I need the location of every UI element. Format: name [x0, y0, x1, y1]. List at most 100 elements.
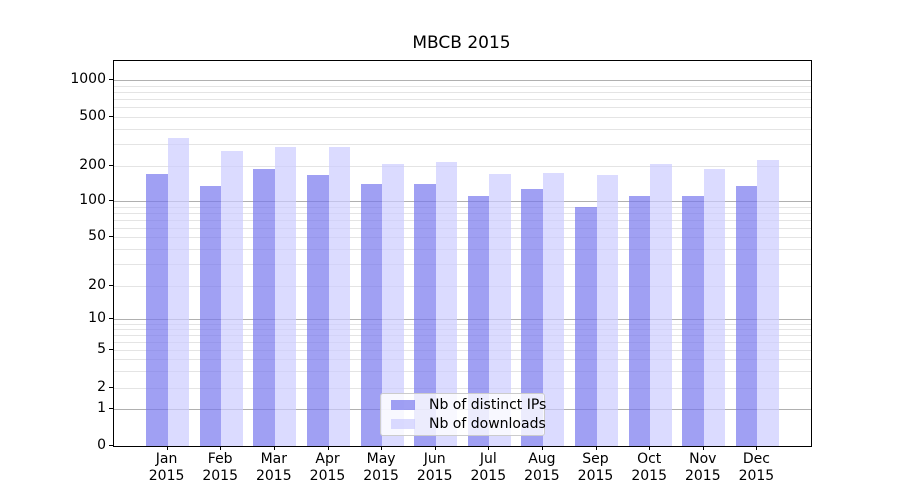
- y-tick-label-10: 10: [88, 310, 106, 326]
- x-tick-label-aug: Aug 2015: [510, 451, 574, 485]
- x-tick-month: Apr: [315, 451, 340, 467]
- x-tick-mark: [381, 446, 383, 450]
- x-tick-mark: [702, 446, 704, 450]
- y-tick-label-200: 200: [79, 157, 106, 173]
- y-tick-mark: [109, 200, 113, 201]
- bar-oct-downloads: [650, 164, 672, 446]
- gridline-y-100: [114, 201, 811, 202]
- y-tick-mark: [109, 236, 113, 237]
- gridline-y-2: [114, 388, 811, 389]
- x-tick-mark: [220, 446, 222, 450]
- gridline-y-60: [114, 227, 811, 229]
- gridline-y-3: [114, 371, 811, 373]
- bar-may-distinct-ips: [360, 183, 383, 446]
- gridline-y-20: [114, 286, 811, 287]
- x-tick-year: 2015: [309, 468, 346, 484]
- y-tick-mark: [109, 165, 113, 166]
- x-tick-month: Oct: [637, 451, 662, 467]
- bar-jun-distinct-ips: [414, 184, 436, 446]
- bar-apr-downloads: [328, 146, 350, 446]
- x-tick-month: Jun: [423, 451, 446, 467]
- bar-jul-distinct-ips: [467, 195, 490, 446]
- x-tick-label-mar: Mar 2015: [242, 451, 306, 485]
- x-tick-label-sep: Sep 2015: [564, 451, 628, 485]
- bar-dec-distinct-ips: [735, 185, 758, 446]
- gridline-y-600: [114, 107, 811, 109]
- x-tick-label-oct: Oct 2015: [617, 451, 681, 485]
- bar-jun-downloads: [435, 161, 458, 446]
- x-tick-mark: [327, 446, 329, 450]
- x-tick-mark: [595, 446, 597, 450]
- y-tick-label-20: 20: [88, 277, 106, 293]
- x-tick-label-jul: Jul 2015: [456, 451, 520, 485]
- x-tick-month: May: [366, 451, 396, 467]
- gridline-y-5: [114, 350, 811, 351]
- y-tick-mark: [109, 349, 113, 350]
- gridline-y-200: [114, 166, 811, 167]
- gridline-y-4: [114, 359, 811, 361]
- x-tick-year: 2015: [416, 468, 453, 484]
- x-tick-label-jun: Jun 2015: [403, 451, 467, 485]
- x-tick-label-jan: Jan 2015: [135, 451, 199, 485]
- gridline-y-30: [114, 264, 811, 266]
- y-tick-label-2: 2: [97, 379, 106, 395]
- y-tick-mark: [109, 445, 113, 446]
- bar-apr-distinct-ips: [307, 175, 329, 446]
- bar-sep-downloads: [596, 174, 618, 446]
- bar-jan-distinct-ips: [146, 173, 168, 446]
- legend-swatch-icon: [391, 400, 415, 410]
- plot-area: Nb of distinct IPs Nb of downloads: [113, 60, 812, 447]
- gridline-y-9: [114, 323, 811, 325]
- gridline-y-70: [114, 219, 811, 221]
- y-tick-label-0: 0: [97, 437, 106, 453]
- gridline-y-700: [114, 99, 811, 100]
- x-tick-month: Nov: [689, 451, 717, 467]
- x-tick-mark: [273, 446, 275, 450]
- x-tick-year: 2015: [148, 468, 185, 484]
- x-tick-mark: [434, 446, 436, 450]
- bar-may-downloads: [382, 164, 404, 446]
- legend-label: Nb of downloads: [429, 416, 546, 432]
- legend-item: Nb of distinct IPs: [389, 397, 546, 413]
- gridline-y-50: [114, 237, 811, 238]
- legend-swatch-icon: [391, 419, 415, 429]
- y-tick-label-50: 50: [88, 228, 106, 244]
- gridline-y-7: [114, 335, 811, 336]
- bar-dec-downloads: [757, 160, 779, 446]
- x-tick-year: 2015: [255, 468, 292, 484]
- y-tick-label-1000: 1000: [70, 71, 106, 87]
- gridline-y-90: [114, 206, 811, 208]
- bar-mar-downloads: [274, 147, 297, 446]
- x-tick-year: 2015: [202, 468, 238, 484]
- x-tick-mark: [541, 446, 543, 450]
- x-tick-year: 2015: [631, 468, 667, 484]
- bar-feb-downloads: [221, 151, 243, 446]
- bar-nov-distinct-ips: [682, 195, 704, 446]
- gridline-y-500: [114, 117, 811, 118]
- gridline-y-6: [114, 341, 811, 343]
- bar-feb-distinct-ips: [199, 185, 222, 446]
- bar-jan-downloads: [167, 137, 190, 446]
- x-tick-mark: [488, 446, 490, 450]
- bar-mar-distinct-ips: [253, 169, 275, 446]
- x-tick-year: 2015: [363, 468, 399, 484]
- legend-item: Nb of downloads: [389, 416, 546, 432]
- x-tick-month: Jan: [155, 451, 178, 467]
- x-tick-month: Aug: [528, 451, 556, 467]
- legend-label: Nb of distinct IPs: [429, 397, 547, 413]
- gridline-y-400: [114, 128, 811, 130]
- x-tick-mark: [166, 446, 168, 450]
- bar-sep-distinct-ips: [575, 207, 597, 446]
- x-tick-label-apr: Apr 2015: [296, 451, 360, 485]
- x-tick-month: Dec: [742, 451, 770, 467]
- x-tick-month: Jul: [479, 451, 497, 467]
- y-tick-label-1: 1: [97, 400, 106, 416]
- y-tick-label-500: 500: [79, 108, 106, 124]
- y-tick-label-100: 100: [79, 192, 106, 208]
- y-tick-mark: [109, 408, 113, 409]
- x-tick-label-dec: Dec 2015: [724, 451, 788, 485]
- bar-aug-distinct-ips: [521, 188, 543, 446]
- x-tick-year: 2015: [470, 468, 507, 484]
- y-tick-mark: [109, 79, 113, 80]
- x-tick-label-may: May 2015: [349, 451, 413, 485]
